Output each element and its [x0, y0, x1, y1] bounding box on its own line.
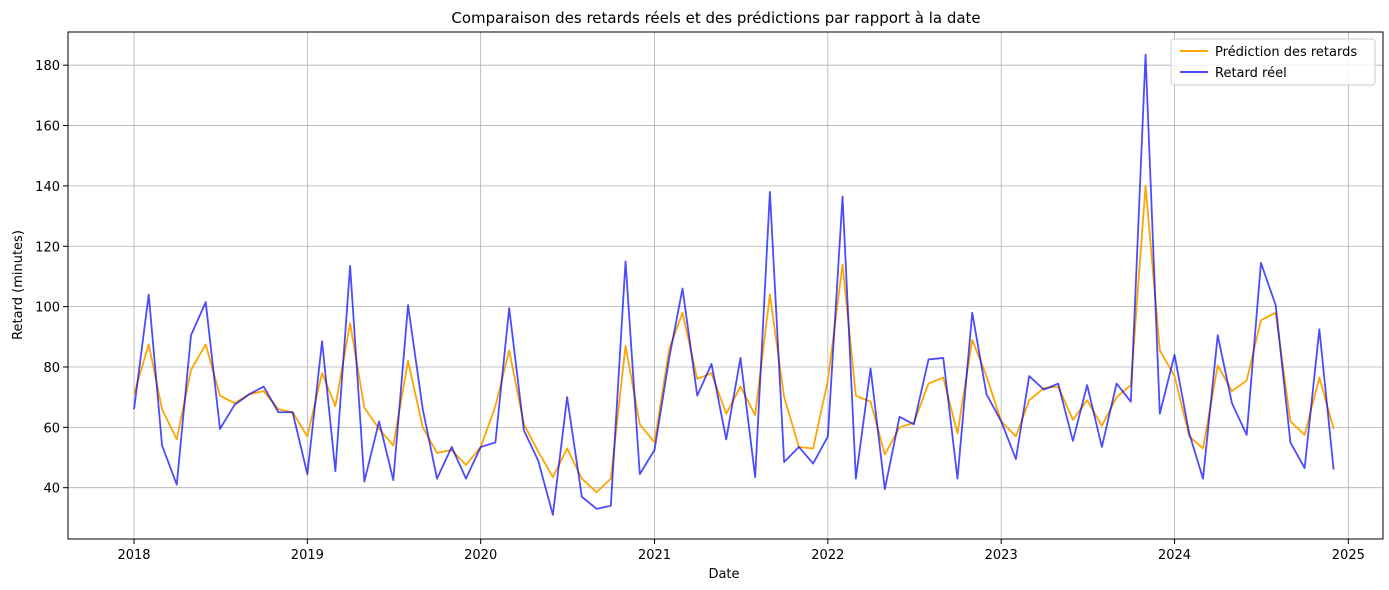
- y-tick-label: 160: [35, 120, 60, 135]
- y-axis-label: Retard (minutes): [11, 230, 26, 340]
- x-tick-label: 2025: [1332, 548, 1365, 563]
- legend: Prédiction des retards Retard réel: [1170, 38, 1376, 86]
- x-tick-label: 2018: [117, 548, 150, 563]
- legend-label-actual: Retard réel: [1215, 66, 1287, 81]
- y-tick-label: 60: [43, 421, 60, 436]
- x-tick-label: 2019: [291, 548, 324, 563]
- x-tick-label: 2024: [1158, 548, 1191, 563]
- x-tick-label: 2022: [811, 548, 844, 563]
- y-tick-label: 180: [35, 59, 60, 74]
- x-tick-label: 2023: [985, 548, 1018, 563]
- y-axis: 40 60 80 100 120 140 160 180: [35, 59, 68, 497]
- y-tick-label: 120: [35, 240, 60, 255]
- legend-label-prediction: Prédiction des retards: [1215, 45, 1357, 60]
- y-tick-label: 80: [43, 361, 60, 376]
- y-tick-label: 140: [35, 180, 60, 195]
- series-layer: [133, 53, 1335, 516]
- chart-title: Comparaison des retards réels et des pré…: [451, 9, 980, 27]
- plot-frame: [67, 31, 1384, 540]
- x-axis-label: Date: [708, 567, 739, 582]
- legend-box: [1170, 38, 1376, 86]
- x-tick-label: 2020: [464, 548, 497, 563]
- x-tick-label: 2021: [638, 548, 671, 563]
- x-axis: 2018 2019 2020 2021 2022 2023 2024 2025: [117, 539, 1365, 563]
- grid: [68, 32, 1383, 539]
- series-line-actual: [133, 53, 1335, 516]
- y-tick-label: 100: [35, 301, 60, 316]
- y-tick-label: 40: [43, 482, 60, 497]
